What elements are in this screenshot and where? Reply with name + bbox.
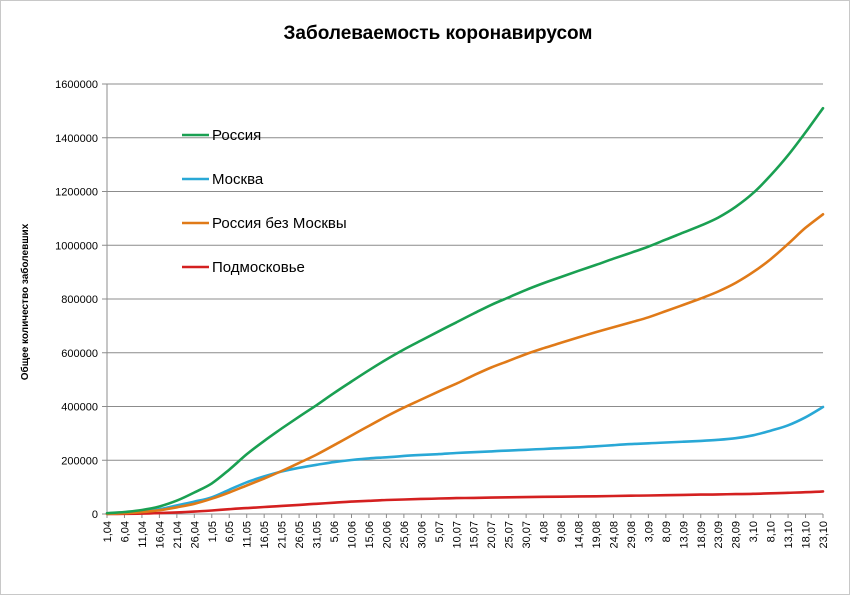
x-tick-label: 13,09: [678, 521, 690, 549]
x-tick-label: 6,04: [119, 521, 131, 542]
x-tick-label: 21,05: [277, 521, 289, 549]
y-tick-label: 400000: [61, 402, 98, 414]
x-tick-label: 1,05: [207, 521, 219, 542]
y-tick-label: 600000: [61, 348, 98, 360]
x-tick-label: 14,08: [574, 521, 586, 549]
y-tick-label: 1600000: [55, 79, 98, 91]
grid-lines: [107, 83, 823, 461]
x-tick-label: 16,04: [154, 521, 166, 549]
series-line-3: [105, 490, 825, 516]
chart-title: Заболеваемость коронавирусом: [284, 23, 593, 44]
x-tick-label: 25,07: [504, 521, 516, 549]
y-tick-label: 800000: [61, 294, 98, 306]
x-tick-label: 5,06: [329, 521, 341, 542]
x-tick-label: 8,09: [661, 521, 673, 542]
x-tick-label: 18,09: [696, 521, 708, 549]
x-tick-label: 29,08: [626, 521, 638, 549]
x-tick-label: 5,07: [434, 521, 446, 542]
x-tick-labels: 1,04 6,04 11,04 16,04 21,04 26,04 1,05 6,05 11,0…: [102, 521, 830, 549]
y-axis-label: Общее количество заболевших: [19, 223, 31, 380]
x-tick-label: 30,07: [521, 521, 533, 549]
x-tick-label: 23,10: [818, 521, 830, 549]
x-tick-label: 6,05: [224, 521, 236, 542]
x-tick-label: 3,10: [748, 521, 760, 542]
y-tick-label: 1200000: [55, 187, 98, 199]
y-tick-label: 0: [92, 509, 98, 521]
x-tick-label: 1,04: [102, 521, 114, 542]
x-tick-label: 19,08: [591, 521, 603, 549]
x-tick-label: 25,06: [399, 521, 411, 549]
x-tick-label: 13,10: [783, 521, 795, 549]
x-tick-label: 4,08: [539, 521, 551, 542]
x-tick-label: 31,05: [312, 521, 324, 549]
x-tick-label: 21,04: [172, 521, 184, 549]
x-tick-label: 20,07: [486, 521, 498, 549]
legend-label: Россия без Москвы: [212, 215, 347, 232]
x-tick-label: 8,10: [766, 521, 778, 542]
y-tick-label: 1000000: [55, 240, 98, 252]
y-tick-label: 200000: [61, 455, 98, 467]
x-tick-label: 26,05: [294, 521, 306, 549]
x-tick-label: 15,07: [469, 521, 481, 549]
x-tick-label: 28,09: [731, 521, 743, 549]
series-line-1: [105, 405, 825, 515]
legend-label: Россия: [212, 127, 261, 144]
series-line-2: [105, 213, 825, 516]
x-tick-label: 15,06: [364, 521, 376, 549]
x-tick-label: 11,04: [137, 521, 149, 548]
x-tick-label: 10,06: [346, 521, 358, 549]
x-tick-label: 18,10: [801, 521, 813, 549]
series-lines: [105, 106, 825, 516]
y-tick-labels: 0 200000 400000 600000 800000 1000000 1200000 1…: [55, 79, 98, 521]
x-tick-label: 3,09: [643, 521, 655, 542]
x-tick-label: 30,06: [416, 521, 428, 549]
series-line-0: [105, 106, 825, 515]
x-tick-label: 20,06: [381, 521, 393, 549]
x-tick-label: 16,05: [259, 521, 271, 549]
x-tick-label: 11,05: [242, 521, 254, 548]
x-tick-label: 9,08: [556, 521, 568, 542]
legend-label: Подмосковье: [212, 259, 305, 276]
x-tick-label: 26,04: [189, 521, 201, 549]
x-tick-label: 10,07: [451, 521, 463, 549]
x-tick-label: 24,08: [608, 521, 620, 549]
y-tick-label: 1400000: [55, 133, 98, 145]
axes: [102, 83, 824, 518]
x-tick-label: 23,09: [713, 521, 725, 549]
legend: Россия Москва Россия без Москвы Подмосковье: [182, 127, 347, 276]
legend-label: Москва: [212, 171, 264, 188]
